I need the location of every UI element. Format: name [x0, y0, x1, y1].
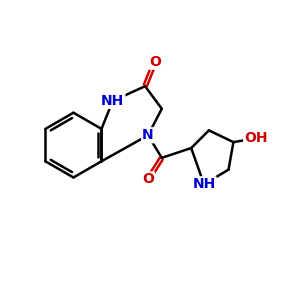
Text: O: O: [149, 55, 161, 69]
Text: NH: NH: [101, 94, 124, 108]
Text: N: N: [142, 128, 154, 142]
Text: OH: OH: [244, 131, 268, 145]
Text: O: O: [142, 172, 154, 186]
Text: NH: NH: [192, 177, 216, 191]
